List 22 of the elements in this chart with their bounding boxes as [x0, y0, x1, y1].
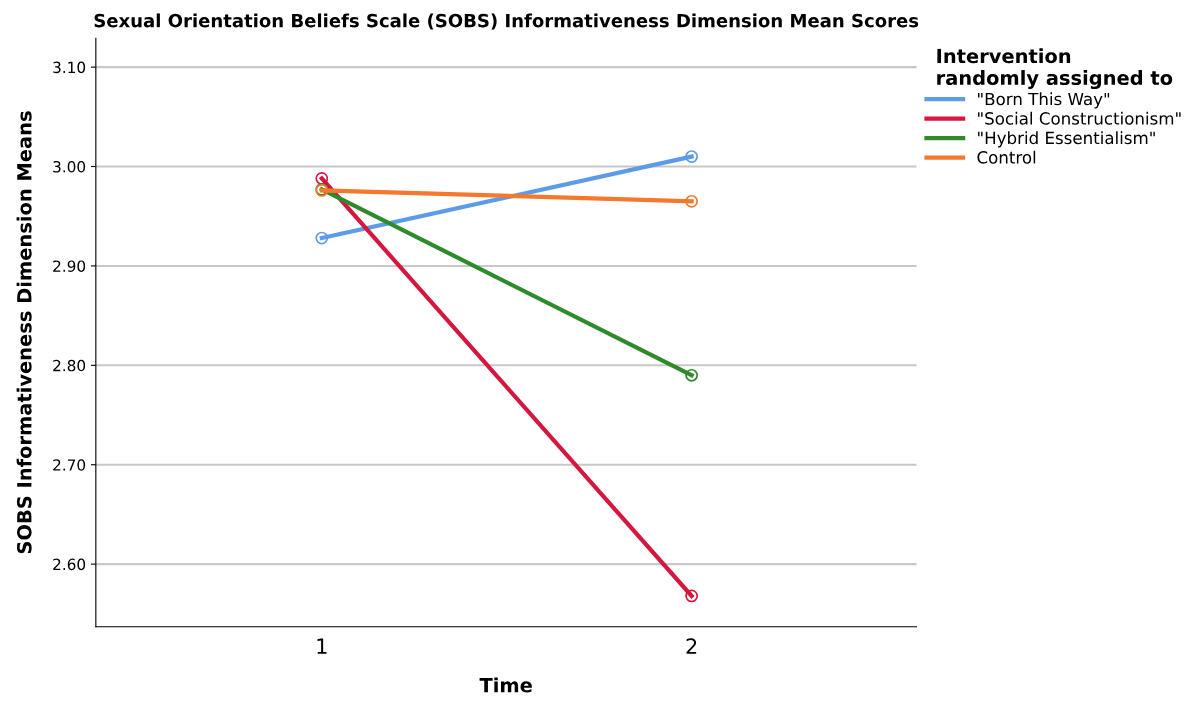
y-tick-label: 2.70	[53, 459, 86, 471]
chart-title: Sexual Orientation Beliefs Scale (SOBS) Informativeness Dimension Mean Scores	[94, 13, 919, 30]
y-axis-title: SOBS Informativeness Dimension Means	[16, 111, 32, 554]
y-tick-label: 3.10	[53, 61, 86, 74]
legend-title: Intervention randomly assigned to	[937, 48, 1173, 90]
point	[685, 150, 699, 163]
x-tick-label: 1	[317, 638, 327, 654]
y-tick-label: 2.60	[53, 558, 86, 571]
y-tick-label: 2.90	[53, 260, 86, 272]
legend-label: "Social Constructionism"	[978, 111, 1181, 125]
point	[685, 368, 699, 382]
point	[685, 589, 699, 603]
x-axis-title: Time	[479, 677, 532, 693]
legend-label: "Hybrid Essentialism"	[978, 131, 1155, 148]
y-tick-label: 2.80	[53, 359, 86, 372]
point	[315, 231, 329, 245]
y-tick-label: 3.00	[53, 160, 86, 173]
point	[315, 172, 329, 185]
legend-label: "Born This Way"	[978, 92, 1110, 109]
x-tick-label: 2	[686, 638, 697, 654]
legend-label: Control	[977, 150, 1036, 164]
point	[685, 194, 699, 208]
